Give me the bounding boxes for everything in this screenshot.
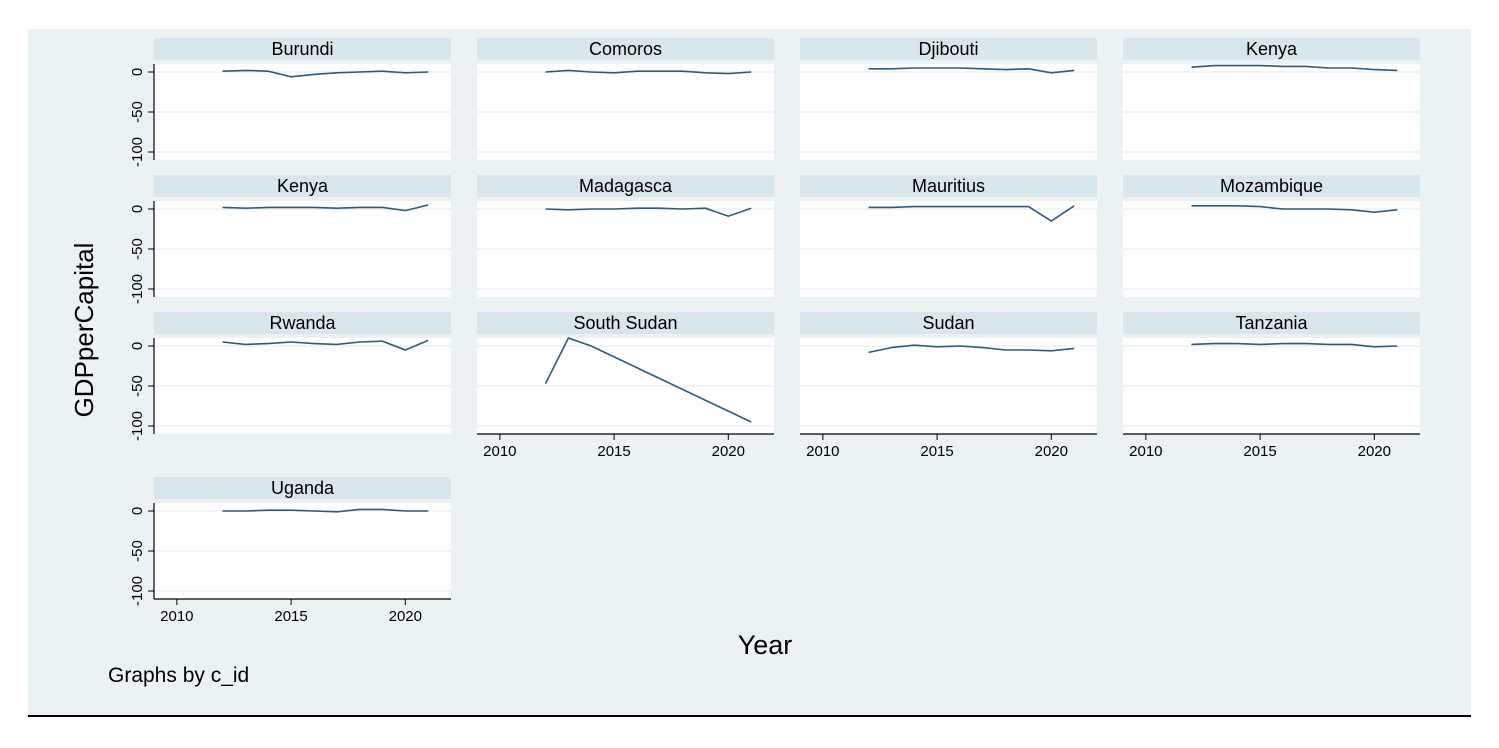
panel-strip xyxy=(1123,312,1420,334)
y-tick-label: -100 xyxy=(129,137,146,167)
panel-10: South Sudan 2010 2015 2020 xyxy=(477,312,774,460)
series-line xyxy=(1191,342,1398,348)
panel-title: Kenya xyxy=(1246,39,1298,59)
panel-title: Madagasca xyxy=(579,176,673,196)
series-line xyxy=(222,204,429,212)
panel-13: Uganda 0 -50 -100 2010 2015 2020 xyxy=(129,477,451,625)
y-tick-label: -50 xyxy=(129,540,146,562)
panel-4: Kenya xyxy=(1123,38,1420,160)
panel-strip xyxy=(154,38,451,60)
panel-3: Djibouti xyxy=(800,38,1097,160)
x-tick-label: 2015 xyxy=(920,443,953,460)
panel-5: Kenya 0 -50 -100 xyxy=(129,175,451,304)
graphs-by-note: Graphs by c_id xyxy=(108,664,249,687)
panel-title: Rwanda xyxy=(269,313,336,333)
y-tick-label: 0 xyxy=(129,507,146,515)
series-line xyxy=(1191,64,1398,72)
series-line xyxy=(545,69,752,75)
panel-title: Burundi xyxy=(271,39,333,59)
x-tick-label: 2010 xyxy=(160,608,193,625)
panel-strip xyxy=(1123,38,1420,60)
y-tick-label: -50 xyxy=(129,101,146,123)
x-tick-label: 2020 xyxy=(712,443,745,460)
series-line xyxy=(544,337,752,423)
panel-7: Mauritius xyxy=(800,175,1097,297)
y-tick-label: -100 xyxy=(129,411,146,441)
y-tick-label: 0 xyxy=(129,205,146,213)
panel-title: Sudan xyxy=(922,313,974,333)
x-tick-label: 2015 xyxy=(274,608,307,625)
x-tick-label: 2020 xyxy=(1035,443,1068,460)
panel-strip xyxy=(154,477,451,499)
y-tick-label: -100 xyxy=(129,274,146,304)
panel-12: Tanzania 2010 2015 2020 xyxy=(1123,312,1420,460)
panel-strip xyxy=(477,38,774,60)
x-tick-label: 2010 xyxy=(806,443,839,460)
panel-title: Tanzania xyxy=(1235,313,1308,333)
series-line xyxy=(868,67,1075,74)
series-line xyxy=(868,205,1075,222)
panel-title: Uganda xyxy=(271,478,335,498)
x-tick-label: 2020 xyxy=(1358,443,1391,460)
panel-strip xyxy=(477,312,774,334)
y-axis-label: GDPperCapital xyxy=(69,243,99,418)
panel-title: South Sudan xyxy=(573,313,677,333)
panel-title: Djibouti xyxy=(918,39,978,59)
panel-title: Mauritius xyxy=(912,176,985,196)
panel-8: Mozambique xyxy=(1123,175,1420,297)
y-tick-label: -100 xyxy=(129,576,146,606)
series-line xyxy=(545,207,752,218)
series-line xyxy=(222,508,429,513)
panel-strip xyxy=(800,312,1097,334)
panel-9: Rwanda 0 -50 -100 xyxy=(129,312,451,441)
x-axis-label: Year xyxy=(738,630,793,660)
panel-11: Sudan 2010 2015 2020 xyxy=(800,312,1097,460)
bottom-rule xyxy=(28,715,1471,717)
series-line xyxy=(222,69,429,78)
panel-title: Kenya xyxy=(277,176,329,196)
x-tick-label: 2015 xyxy=(1243,443,1276,460)
x-tick-label: 2010 xyxy=(483,443,516,460)
panel-title: Mozambique xyxy=(1220,176,1323,196)
panel-strip xyxy=(800,38,1097,60)
y-tick-label: 0 xyxy=(129,342,146,350)
panel-strip xyxy=(477,175,774,197)
panel-1: Burundi 0 -50 -100 xyxy=(129,38,451,167)
panel-title: Comoros xyxy=(589,39,662,59)
x-tick-label: 2020 xyxy=(389,608,422,625)
x-tick-label: 2010 xyxy=(1129,443,1162,460)
y-tick-label: -50 xyxy=(129,238,146,260)
panel-strip xyxy=(800,175,1097,197)
panel-2: Comoros xyxy=(477,38,774,160)
series-line xyxy=(1191,205,1398,214)
panel-strip xyxy=(1123,175,1420,197)
panel-strip xyxy=(154,312,451,334)
series-line xyxy=(868,344,1075,354)
panel-6: Madagasca xyxy=(477,175,774,297)
series-line xyxy=(222,339,429,351)
panel-strip xyxy=(154,175,451,197)
y-tick-label: 0 xyxy=(129,68,146,76)
x-tick-label: 2015 xyxy=(597,443,630,460)
y-tick-label: -50 xyxy=(129,375,146,397)
